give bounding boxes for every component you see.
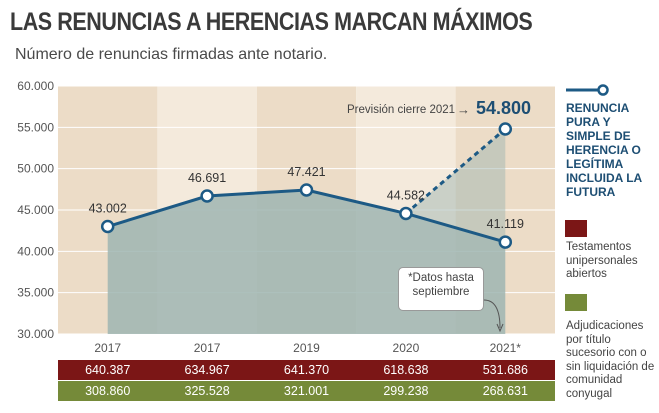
table-row-green: 308.860 325.528 321.001 299.238 268.631 [58,381,555,401]
legend-green-series: Adjudicaciones por título sucesorio con … [566,320,655,400]
data-point [399,206,413,221]
legend-green-swatch [565,294,587,311]
note-arrow [483,299,501,329]
chart-subtitle: Número de renuncias firmadas ante notari… [15,46,328,63]
data-label: 47.421 [287,165,325,179]
legend-point-sample [597,84,609,96]
note-line-2: septiembre [412,286,470,298]
x-tick-label: 2017 [94,341,121,355]
legend-red-series: Testamentos unipersonales abiertos [566,241,638,280]
data-point [299,183,314,197]
note-box: *Datos hasta septiembre [398,267,484,311]
forecast-label: Previsión cierre 2021 [347,104,456,116]
y-tick-label: 50.000 [17,162,54,176]
data-point [100,219,115,234]
y-tick-label: 55.000 [17,120,54,134]
data-point [200,189,214,203]
data-point [498,235,513,249]
note-arrowhead [496,323,504,333]
chart-title: LAS RENUNCIAS A HERENCIAS MARCAN MÁXIMOS [10,8,533,36]
data-label: 41.119 [487,217,524,231]
table-cell: 641.370 [283,363,330,377]
table-cell: 618.638 [383,363,429,377]
table-cell: 268.631 [482,384,528,398]
forecast-value: 54.800 [476,98,532,118]
y-tick-label: 35.000 [17,286,54,300]
data-label: 44.582 [387,188,425,202]
forecast-arrow-icon: → [457,102,470,117]
forecast-line [404,127,507,215]
forecast-point [498,122,513,136]
data-label: 46.691 [188,171,226,185]
table-cell: 325.528 [184,384,230,398]
table-cell: 308.860 [85,384,131,398]
y-tick-label: 40.000 [17,244,54,258]
x-tick-label: 2021* [490,341,522,355]
table-cell: 299.238 [383,384,429,398]
x-tick-label: 2019 [293,341,320,355]
data-label: 43.002 [89,202,127,216]
y-tick-label: 60.000 [17,79,54,93]
table-row-red: 640.387 634.967 641.370 618.638 531.686 [58,360,555,380]
y-tick-label: 30.000 [17,327,54,341]
note-line-1: *Datos hasta [408,272,474,284]
x-tick-label: 2020 [393,341,420,355]
forecast-area [405,128,506,243]
table-cell: 321.001 [283,384,330,398]
x-tick-label: 2017 [194,341,221,355]
table-cell: 531.686 [482,363,528,377]
legend-red-swatch [565,220,587,237]
table-cell: 634.967 [184,363,230,377]
y-tick-label: 45.000 [17,203,54,217]
legend-line-series: RENUNCIA PURA Y SIMPLE DE HERENCIA O LEG… [566,101,642,199]
table-cell: 640.387 [85,363,131,377]
